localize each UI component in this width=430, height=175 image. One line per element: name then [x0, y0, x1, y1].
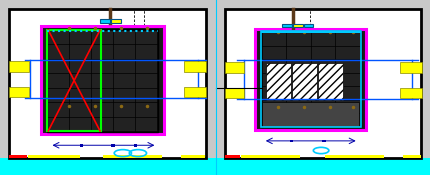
Bar — [9, 155, 27, 158]
Bar — [224, 88, 244, 98]
Bar — [111, 144, 114, 147]
Bar — [261, 102, 358, 127]
Bar — [402, 155, 420, 158]
Bar — [224, 62, 244, 73]
Bar — [322, 140, 325, 142]
Bar — [80, 144, 83, 147]
Bar — [303, 24, 313, 27]
Bar — [184, 87, 206, 97]
Bar — [260, 31, 360, 127]
Bar — [184, 61, 206, 72]
Bar — [282, 24, 291, 27]
Bar — [103, 155, 161, 158]
Bar — [260, 31, 360, 127]
Bar — [241, 155, 299, 158]
Bar — [41, 26, 163, 134]
Bar — [292, 63, 316, 100]
Bar — [260, 31, 360, 33]
Bar — [224, 155, 240, 158]
Bar — [28, 155, 80, 158]
Bar — [325, 155, 383, 158]
Bar — [399, 88, 421, 98]
Bar — [9, 61, 29, 72]
Bar — [224, 9, 420, 158]
Bar — [47, 30, 101, 131]
Bar — [9, 87, 29, 97]
Bar — [133, 144, 137, 147]
Bar — [266, 63, 291, 100]
Bar — [317, 63, 342, 100]
Bar — [289, 140, 292, 142]
Bar — [181, 155, 204, 158]
Bar — [111, 19, 120, 23]
Bar — [255, 29, 366, 130]
Bar — [292, 24, 302, 27]
Bar — [100, 19, 110, 23]
Bar — [46, 29, 157, 132]
Bar — [9, 9, 205, 158]
Bar — [0, 158, 430, 175]
Bar — [399, 62, 421, 73]
